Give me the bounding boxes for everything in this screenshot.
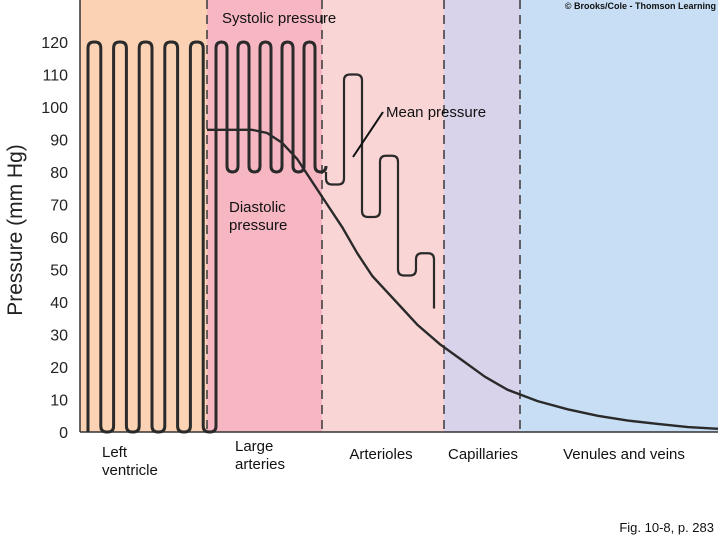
region-bg-capillaries <box>444 0 520 432</box>
region-dividers <box>206 0 521 432</box>
y-tick-label: 20 <box>50 360 68 377</box>
arterioles-trace <box>324 73 436 309</box>
y-tick-label: 50 <box>50 263 68 280</box>
y-tick-labels: 0 10 20 30 40 50 60 70 80 90 100 110 120 <box>41 35 68 442</box>
left-ventricle-trace <box>86 40 218 434</box>
diastolic-label-line1: Diastolic <box>229 199 286 216</box>
mean-pressure-curve <box>207 128 719 430</box>
y-tick-label: 60 <box>50 230 68 247</box>
region-bg-left-ventricle <box>80 0 207 432</box>
region-label-left-ventricle: Left <box>102 444 128 461</box>
y-tick-label: 10 <box>50 393 68 410</box>
y-tick-label: 80 <box>50 165 68 182</box>
y-axis-label: Pressure (mm Hg) <box>4 144 27 316</box>
systolic-label: Systolic pressure <box>222 10 336 27</box>
figure-caption: Fig. 10-8, p. 283 <box>619 520 714 535</box>
diastolic-label-line2: pressure <box>229 217 287 234</box>
region-bg-venules-and-veins <box>520 0 718 432</box>
y-tick-label: 90 <box>50 133 68 150</box>
y-tick-label: 40 <box>50 295 68 312</box>
mean-pointer <box>352 111 384 158</box>
chart-annotations: Systolic pressure Mean pressure Diastoli… <box>222 10 486 234</box>
pressure-traces <box>86 40 719 434</box>
copyright-notice: © Brooks/Cole - Thomson Learning <box>565 1 716 11</box>
region-label-left-ventricle: ventricle <box>102 462 158 479</box>
mean-label: Mean pressure <box>386 104 486 121</box>
y-tick-label: 110 <box>42 68 68 85</box>
region-label-venules-and-veins: Venules and veins <box>563 446 685 463</box>
region-bg-arterioles <box>322 0 444 432</box>
region-label-arterioles: Arterioles <box>349 446 412 463</box>
y-tick-label: 120 <box>41 35 68 52</box>
y-tick-label: 0 <box>59 425 68 442</box>
large-arteries-trace <box>214 40 328 174</box>
y-tick-label: 70 <box>50 198 68 215</box>
region-label-large-arteries: Large <box>235 438 273 455</box>
y-tick-label: 30 <box>50 328 68 345</box>
region-label-large-arteries: arteries <box>235 456 285 473</box>
y-tick-label: 100 <box>41 100 68 117</box>
region-label-capillaries: Capillaries <box>448 446 518 463</box>
